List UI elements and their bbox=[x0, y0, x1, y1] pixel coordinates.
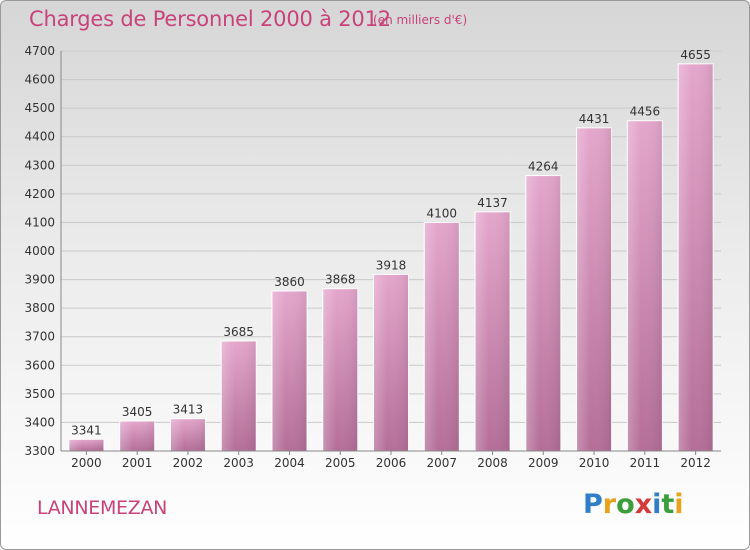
bar-sheen-2012 bbox=[678, 63, 714, 451]
bar-sheen-2001 bbox=[119, 421, 155, 451]
logo-letter: i bbox=[674, 489, 684, 520]
bar-sheen-2008 bbox=[475, 211, 511, 451]
y-tick-label: 3500 bbox=[24, 387, 55, 401]
data-label: 4431 bbox=[579, 112, 610, 126]
x-tick-label: 2007 bbox=[426, 456, 457, 470]
y-tick-label: 4600 bbox=[24, 73, 55, 87]
data-label: 4264 bbox=[528, 160, 559, 174]
bar-sheen-2011 bbox=[627, 120, 663, 451]
x-tick-label: 2006 bbox=[376, 456, 407, 470]
chart-title: Charges de Personnel 2000 à 2012 bbox=[29, 7, 391, 31]
data-label: 3860 bbox=[274, 275, 305, 289]
data-label: 3918 bbox=[376, 258, 407, 272]
x-tick-label: 2004 bbox=[274, 456, 305, 470]
y-tick-labels: 3300 3400 3500 3600 3700 3800 3900 4000 4100 4200… bbox=[24, 44, 55, 458]
data-label: 4456 bbox=[630, 105, 661, 119]
bars bbox=[68, 63, 714, 452]
data-labels: 3341 3405 3413 3685 3860 3868 3918 4100 4137 4264… bbox=[71, 48, 711, 437]
x-tick-labels: 2000 2001 2002 2003 2004 2005 2006 2007 2008 2009… bbox=[71, 456, 711, 470]
x-tick-label: 2011 bbox=[630, 456, 661, 470]
bar-sheen-2000 bbox=[68, 439, 104, 451]
logo-letter: x bbox=[634, 489, 653, 520]
logo-letter: i bbox=[652, 489, 662, 520]
y-tick-label: 4700 bbox=[24, 44, 55, 58]
x-tick-label: 2005 bbox=[325, 456, 356, 470]
y-tick-label: 4400 bbox=[24, 130, 55, 144]
bar-sheen-2006 bbox=[373, 274, 409, 451]
y-tick-label: 3800 bbox=[24, 301, 55, 315]
data-label: 3413 bbox=[173, 403, 204, 417]
logo-letter: o bbox=[616, 489, 635, 520]
y-tick-label: 4000 bbox=[24, 244, 55, 258]
chart-subtitle: (en milliers d'€) bbox=[373, 13, 468, 27]
x-tick-label: 2000 bbox=[71, 456, 102, 470]
bar-sheen-2002 bbox=[170, 418, 206, 451]
y-tick-label: 3600 bbox=[24, 358, 55, 372]
data-label: 3868 bbox=[325, 273, 356, 287]
logo-letter: r bbox=[602, 489, 617, 520]
bar-sheen-2005 bbox=[322, 288, 358, 451]
x-tick-label: 2012 bbox=[680, 456, 711, 470]
bar-sheen-2003 bbox=[221, 341, 257, 451]
bar-sheen-2007 bbox=[424, 222, 460, 451]
y-tick-label: 3900 bbox=[24, 273, 55, 287]
y-tick-label: 4500 bbox=[24, 101, 55, 115]
data-label: 3405 bbox=[122, 405, 153, 419]
proxiti-logo: Proxiti bbox=[583, 489, 684, 520]
y-tick-label: 3400 bbox=[24, 415, 55, 429]
x-tick-label: 2008 bbox=[477, 456, 508, 470]
data-label: 3685 bbox=[223, 325, 254, 339]
axes bbox=[60, 51, 721, 455]
bar-sheen-2004 bbox=[271, 291, 307, 451]
x-tick-label: 2010 bbox=[579, 456, 610, 470]
x-tick-label: 2009 bbox=[528, 456, 559, 470]
data-label: 3341 bbox=[71, 423, 102, 437]
y-tick-label: 3300 bbox=[24, 444, 55, 458]
y-tick-label: 4200 bbox=[24, 187, 55, 201]
y-tick-label: 4300 bbox=[24, 158, 55, 172]
logo-letter: P bbox=[583, 489, 603, 520]
x-tick-label: 2003 bbox=[223, 456, 254, 470]
town-name: LANNEMEZAN bbox=[37, 497, 168, 519]
bar-sheen-2010 bbox=[576, 127, 612, 451]
bar-sheen-2009 bbox=[525, 175, 561, 452]
x-tick-label: 2002 bbox=[173, 456, 204, 470]
logo-letter: t bbox=[661, 489, 675, 520]
y-tick-label: 4100 bbox=[24, 215, 55, 229]
data-label: 4137 bbox=[477, 196, 508, 210]
data-label: 4655 bbox=[680, 48, 711, 62]
data-label: 4100 bbox=[426, 206, 457, 220]
y-tick-label: 3700 bbox=[24, 330, 55, 344]
x-tick-label: 2001 bbox=[122, 456, 153, 470]
